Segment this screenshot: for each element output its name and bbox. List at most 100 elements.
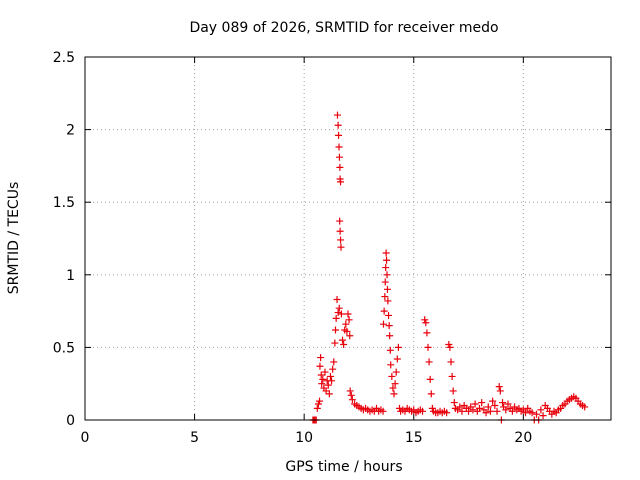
data-point	[328, 377, 336, 385]
data-point	[504, 400, 512, 408]
data-point	[343, 327, 351, 335]
data-point	[381, 278, 389, 286]
data-point	[331, 339, 339, 347]
data-point	[336, 163, 344, 171]
data-point	[486, 407, 494, 415]
data-point	[334, 121, 342, 129]
data-point	[332, 326, 340, 334]
data-point	[345, 316, 353, 324]
data-point	[380, 320, 388, 328]
data-point	[391, 380, 399, 388]
data-point	[458, 407, 466, 415]
data-point	[425, 358, 433, 366]
data-point	[344, 310, 352, 318]
data-point	[423, 329, 431, 337]
data-point	[424, 343, 432, 351]
data-point	[384, 297, 392, 305]
data-point	[383, 256, 391, 264]
data-point	[382, 249, 390, 257]
data-point	[316, 397, 324, 405]
data-point	[386, 346, 394, 354]
data-point	[522, 409, 530, 417]
data-point	[471, 400, 479, 408]
data-point	[326, 372, 334, 380]
data-point	[390, 390, 398, 398]
data-point	[447, 358, 455, 366]
data-point	[337, 310, 345, 318]
data-point	[581, 403, 589, 411]
data-point	[469, 406, 477, 414]
data-point	[329, 365, 337, 373]
data-point	[502, 406, 510, 414]
data-point	[346, 332, 354, 340]
y-tick-label: 0	[66, 413, 75, 429]
data-point	[335, 153, 343, 161]
data-point	[317, 371, 325, 379]
y-tick-label: 1	[66, 268, 75, 284]
data-point	[448, 372, 456, 380]
data-point	[324, 381, 332, 389]
data-point	[446, 343, 454, 351]
data-point	[482, 409, 490, 417]
data-point	[336, 227, 344, 235]
data-point	[476, 404, 483, 412]
data-point	[330, 358, 338, 366]
data-point	[491, 401, 499, 409]
data-point	[419, 407, 427, 415]
data-point	[422, 319, 430, 327]
y-tick-label: 2.5	[53, 50, 75, 66]
x-tick-label: 20	[514, 430, 532, 446]
data-point	[392, 368, 400, 376]
data-point	[388, 372, 396, 380]
data-point	[335, 143, 343, 151]
x-tick-label: 5	[190, 430, 199, 446]
x-tick-label: 15	[405, 430, 423, 446]
data-point	[537, 406, 545, 414]
data-point	[393, 355, 401, 363]
data-point	[496, 387, 504, 395]
data-point	[335, 304, 343, 312]
chart-title: Day 089 of 2026, SRMTID for receiver med…	[189, 20, 498, 36]
data-point	[427, 390, 435, 398]
data-point	[532, 410, 540, 418]
data-point	[383, 285, 391, 293]
data-point	[333, 111, 341, 119]
data-point	[465, 407, 473, 415]
y-tick-label: 0.5	[53, 340, 75, 356]
data-point	[385, 322, 393, 330]
data-point	[337, 243, 345, 251]
data-point	[382, 264, 390, 272]
data-point	[456, 403, 464, 411]
x-axis-label: GPS time / hours	[285, 459, 402, 475]
data-point	[335, 131, 343, 139]
data-point	[387, 361, 395, 369]
y-tick-label: 1.5	[53, 195, 75, 211]
data-point	[394, 343, 402, 351]
data-point	[346, 387, 354, 395]
data-point	[383, 271, 391, 279]
tick-labels: 0 5 10 15 20 0 0.5 1 1.5 2 2.5	[53, 50, 533, 446]
x-tick-label: 0	[81, 430, 90, 446]
data-point	[348, 396, 356, 404]
data-point	[337, 178, 345, 186]
data-point	[316, 362, 324, 370]
data-point	[321, 368, 329, 376]
data-point	[334, 309, 342, 317]
data-point	[319, 375, 327, 383]
data-point	[347, 391, 355, 399]
data-point	[317, 354, 325, 362]
data-point	[379, 407, 387, 415]
data-point	[313, 404, 321, 412]
data-point	[426, 375, 434, 383]
data-point	[325, 390, 333, 398]
data-point	[493, 407, 501, 415]
data-point	[539, 412, 547, 420]
data-point	[339, 336, 347, 344]
x-tick-label: 10	[295, 430, 313, 446]
data-point	[336, 217, 344, 225]
data-point	[495, 383, 503, 391]
data-point	[332, 314, 340, 322]
data-point	[340, 340, 348, 348]
data-point	[333, 295, 341, 303]
